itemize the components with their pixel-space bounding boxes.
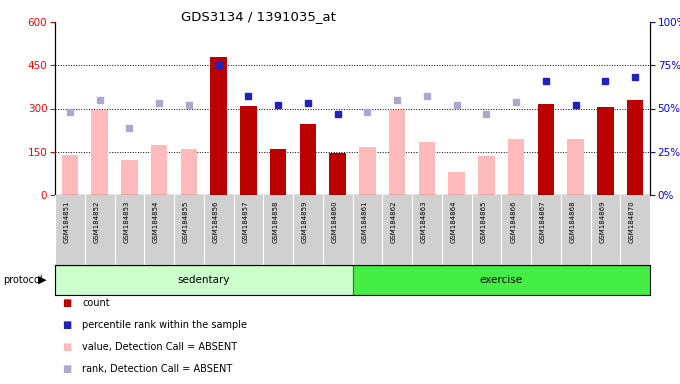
Text: ■: ■ — [62, 364, 71, 374]
Bar — [352, 265, 650, 295]
Bar — [597, 107, 613, 195]
Text: GSM184857: GSM184857 — [242, 200, 248, 243]
Text: GSM184866: GSM184866 — [510, 200, 516, 243]
Bar — [389, 110, 405, 195]
Text: GSM184867: GSM184867 — [540, 200, 546, 243]
Text: exercise: exercise — [479, 275, 523, 285]
Text: value, Detection Call = ABSENT: value, Detection Call = ABSENT — [82, 342, 237, 352]
Text: GSM184852: GSM184852 — [94, 200, 100, 243]
Bar — [151, 144, 167, 195]
Text: GSM184868: GSM184868 — [570, 200, 576, 243]
Bar — [419, 142, 435, 195]
Bar — [91, 110, 108, 195]
Bar — [329, 153, 346, 195]
Text: ▶: ▶ — [38, 275, 46, 285]
Bar — [210, 56, 227, 195]
Text: ■: ■ — [62, 320, 71, 330]
Text: GSM184856: GSM184856 — [213, 200, 219, 243]
Text: rank, Detection Call = ABSENT: rank, Detection Call = ABSENT — [82, 364, 233, 374]
Bar — [55, 265, 352, 295]
Text: GSM184851: GSM184851 — [64, 200, 70, 243]
Text: sedentary: sedentary — [177, 275, 230, 285]
Text: GSM184862: GSM184862 — [391, 200, 397, 243]
Bar — [181, 149, 197, 195]
Text: GSM184855: GSM184855 — [183, 200, 189, 243]
Bar — [478, 156, 494, 195]
Text: count: count — [82, 298, 110, 308]
Bar — [62, 155, 78, 195]
Text: GSM184861: GSM184861 — [361, 200, 367, 243]
Text: GSM184854: GSM184854 — [153, 200, 159, 243]
Text: ■: ■ — [62, 298, 71, 308]
Bar — [300, 124, 316, 195]
Bar — [359, 147, 375, 195]
Text: protocol: protocol — [3, 275, 43, 285]
Text: GDS3134 / 1391035_at: GDS3134 / 1391035_at — [181, 10, 336, 23]
Bar — [538, 104, 554, 195]
Text: GSM184870: GSM184870 — [629, 200, 635, 243]
Bar — [627, 100, 643, 195]
Text: GSM184853: GSM184853 — [123, 200, 129, 243]
Bar — [448, 172, 465, 195]
Text: GSM184869: GSM184869 — [599, 200, 605, 243]
Bar — [240, 106, 256, 195]
Text: GSM184863: GSM184863 — [421, 200, 427, 243]
Text: GSM184860: GSM184860 — [332, 200, 338, 243]
Bar — [121, 161, 137, 195]
Text: percentile rank within the sample: percentile rank within the sample — [82, 320, 248, 330]
Text: GSM184859: GSM184859 — [302, 200, 308, 243]
Text: GSM184864: GSM184864 — [451, 200, 457, 243]
Bar — [567, 139, 584, 195]
Text: GSM184858: GSM184858 — [272, 200, 278, 243]
Text: GSM184865: GSM184865 — [480, 200, 486, 243]
Bar — [270, 149, 286, 195]
Text: ■: ■ — [62, 342, 71, 352]
Bar — [508, 139, 524, 195]
